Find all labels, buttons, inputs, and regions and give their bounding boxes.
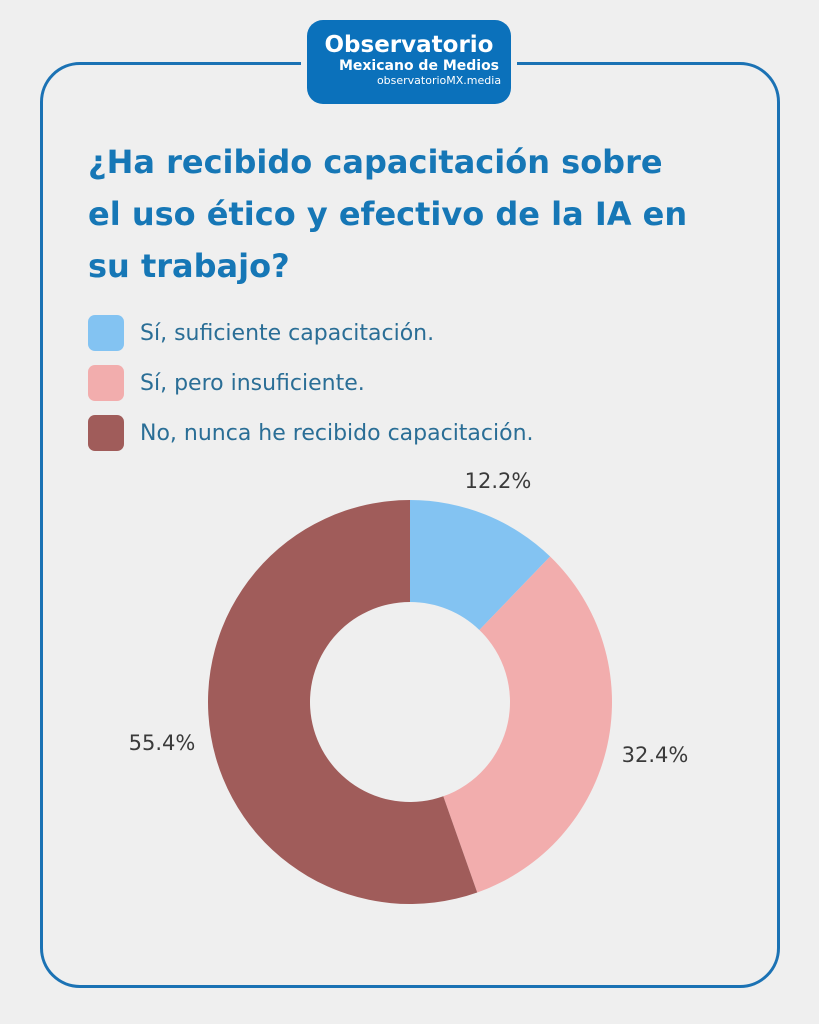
- donut-slice: [443, 556, 612, 893]
- chart-title: ¿Ha recibido capacitación sobre el uso é…: [88, 143, 688, 285]
- legend-swatch: [88, 365, 124, 401]
- logo-url: observatorioMX.media: [376, 74, 502, 87]
- logo-title: Observatorio: [324, 32, 494, 58]
- data-label: 55.4%: [129, 731, 196, 755]
- legend-item: No, nunca he recibido capacitación.: [88, 408, 534, 458]
- legend-label: Sí, pero insuficiente.: [140, 370, 365, 396]
- legend-label: No, nunca he recibido capacitación.: [140, 420, 534, 446]
- legend-swatch: [88, 315, 124, 351]
- data-label: 12.2%: [465, 469, 532, 493]
- legend-item: Sí, suficiente capacitación.: [88, 308, 534, 358]
- logo-subtitle: Mexicano de Medios: [338, 58, 500, 74]
- legend-swatch: [88, 415, 124, 451]
- donut-slice: [410, 500, 551, 630]
- legend: Sí, suficiente capacitación. Sí, pero in…: [88, 308, 534, 458]
- logo: Observatorio Mexicano de Medios observat…: [307, 20, 511, 104]
- legend-label: Sí, suficiente capacitación.: [140, 320, 435, 346]
- legend-item: Sí, pero insuficiente.: [88, 358, 534, 408]
- data-label: 32.4%: [622, 743, 689, 767]
- donut-slice: [207, 500, 478, 904]
